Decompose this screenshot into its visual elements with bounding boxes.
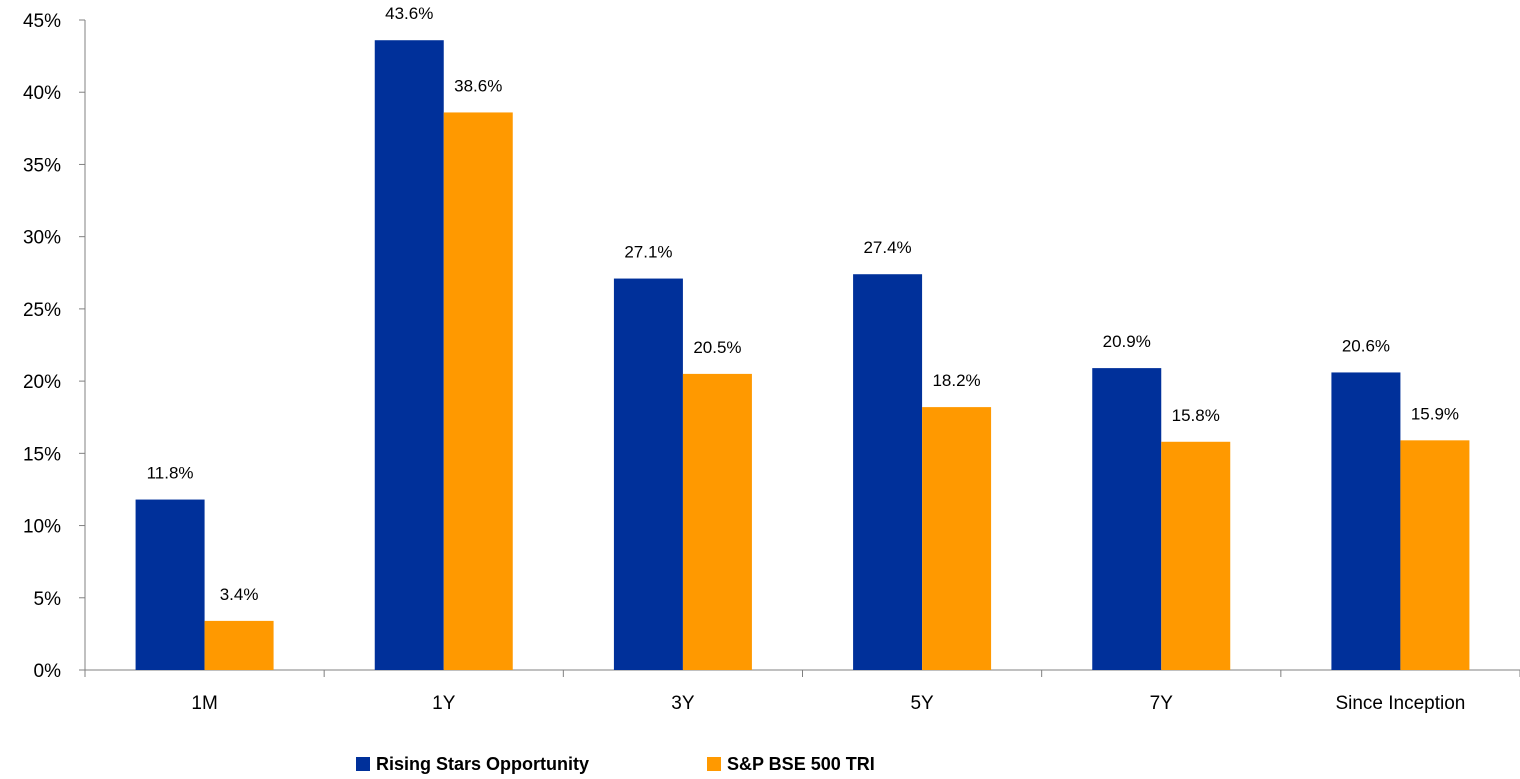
data-label: 27.1% [624,243,672,262]
bar [443,112,513,670]
data-label: 20.5% [693,338,741,357]
bar [1331,372,1401,670]
x-tick-label: 5Y [910,693,934,714]
bars [135,40,1470,670]
bar [374,40,444,670]
x-tick-label: 7Y [1150,693,1174,714]
data-label: 18.2% [932,371,980,390]
bar [1092,368,1162,670]
legend-item-series-2: S&P BSE 500 TRI [707,752,875,776]
legend-item-series-1: Rising Stars Opportunity [356,752,589,776]
data-label: 15.8% [1172,406,1220,425]
data-label: 11.8% [147,464,194,483]
data-label: 3.4% [220,585,259,604]
bar [853,274,923,670]
x-tick-label: Since Inception [1335,693,1465,714]
bar [613,278,683,670]
y-tick-label: 30% [23,228,61,249]
data-label: 20.9% [1103,332,1151,351]
bar [922,407,992,670]
bar [682,373,752,670]
x-tick-label: 1Y [432,693,456,714]
y-tick-label: 15% [23,444,61,465]
data-label: 20.6% [1342,336,1390,355]
legend-swatch-series-2 [707,757,721,771]
x-axis: 1M 1Y 3Y 5Y 7Y Since Inception [84,669,1520,714]
y-tick-label: 20% [23,372,61,393]
legend-swatch-series-1 [356,757,370,771]
y-tick-label: 0% [34,661,62,682]
x-tick-label: 3Y [671,693,695,714]
y-tick-label: 5% [34,589,62,610]
y-tick-label: 10% [23,517,61,538]
legend-label-series-2: S&P BSE 500 TRI [727,753,875,774]
bar [204,620,274,670]
data-labels: 11.8% 3.4% 43.6% 38.6% 27.1% 20.5% 27.4% 18.2% 2… [147,4,1459,604]
data-label: 43.6% [385,4,433,23]
bar [135,499,205,670]
bar [1400,440,1470,670]
y-tick-label: 35% [23,155,61,176]
y-tick-label: 40% [23,83,61,104]
y-tick-label: 25% [23,300,61,321]
y-tick-label: 45% [23,11,61,32]
bar [1161,441,1231,670]
legend-label-series-1: Rising Stars Opportunity [376,753,590,774]
x-tick-label: 1M [191,693,217,714]
data-label: 27.4% [863,238,911,257]
data-label: 38.6% [454,76,502,95]
y-axis: 0% 5% 10% 15% 20% 25% 30% 35% 40% 45% [23,11,86,682]
data-label: 15.9% [1411,404,1459,423]
